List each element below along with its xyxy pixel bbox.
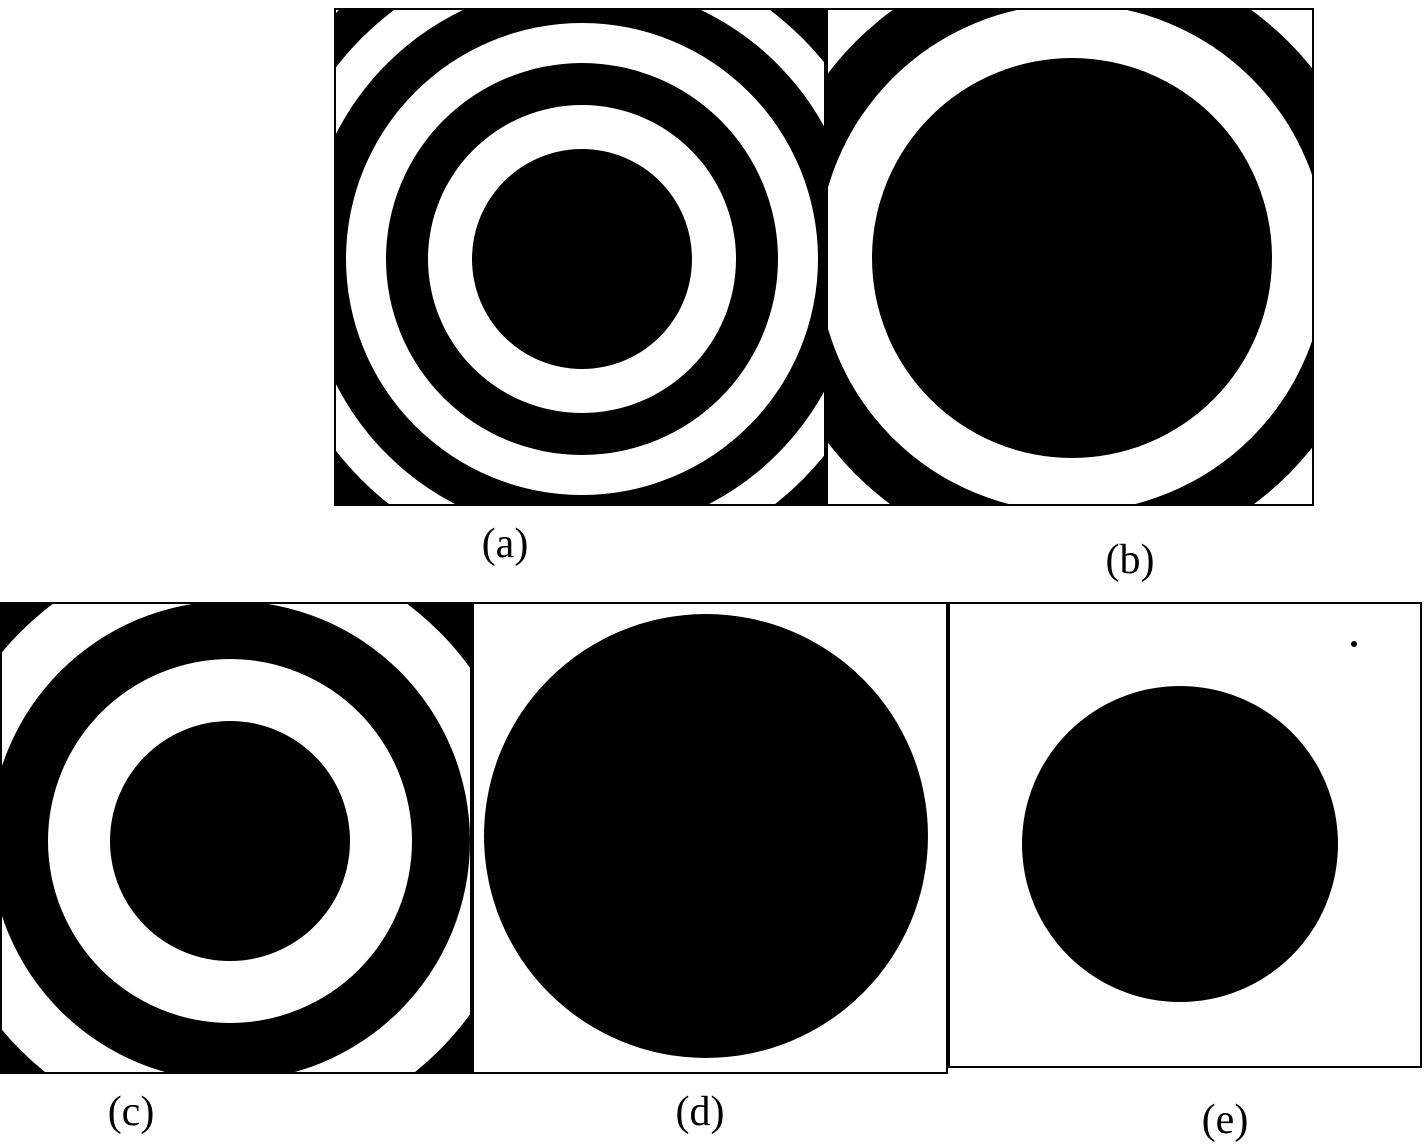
panel-e-wrap: (e) (948, 602, 1422, 1144)
label-d: (d) (676, 1088, 725, 1136)
label-c: (c) (108, 1088, 155, 1136)
panel-d-wrap: (d) (472, 602, 948, 1144)
bottom-row: (c) (d) (e) (0, 584, 1428, 1144)
top-row: (a) (b) (0, 0, 1428, 584)
panel-b-wrap: (b) (826, 8, 1314, 584)
panel-e (948, 602, 1422, 1068)
panel-c-wrap: (c) (0, 602, 472, 1144)
panel-b (826, 8, 1314, 506)
label-e: (e) (1202, 1096, 1249, 1144)
label-b: (b) (1106, 536, 1155, 584)
label-a: (a) (482, 520, 529, 568)
panel-a-wrap: (a) (334, 8, 826, 584)
panel-d (472, 602, 948, 1074)
panel-a (334, 8, 826, 506)
panel-c (0, 602, 472, 1074)
